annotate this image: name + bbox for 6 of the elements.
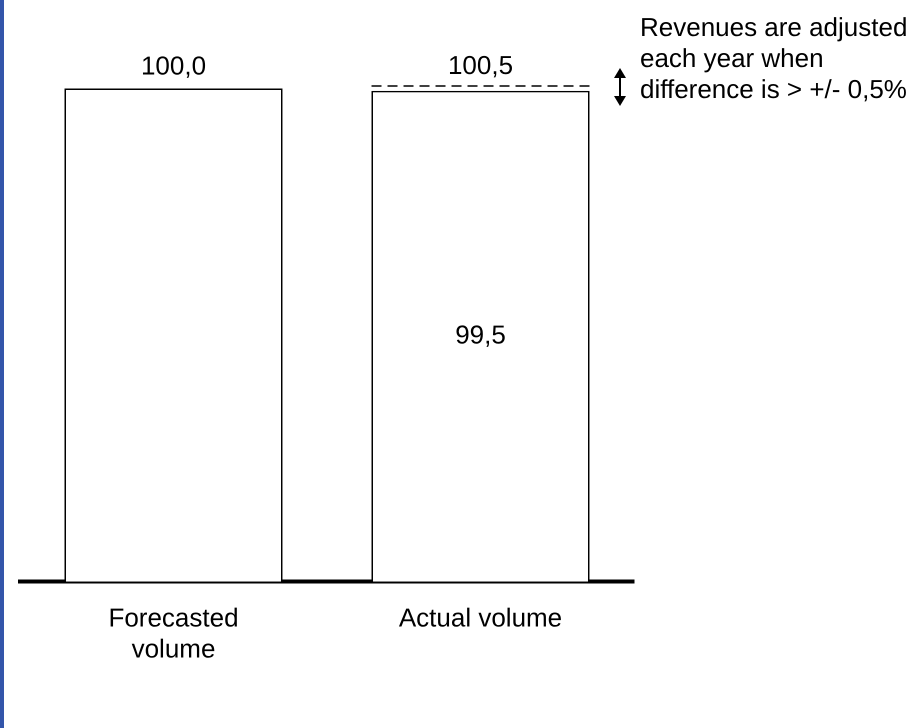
text: Revenues are adjusted each year when difference is > +/- 0,5% bbox=[640, 12, 908, 105]
data-label: 100,0 bbox=[140, 50, 206, 81]
ref-line-label: 100,5 bbox=[448, 50, 514, 80]
x-tick-label: Actual volume bbox=[398, 602, 562, 632]
x-tick-label: Forecasted volume bbox=[108, 602, 239, 664]
data-label: 99,5 bbox=[455, 319, 506, 350]
